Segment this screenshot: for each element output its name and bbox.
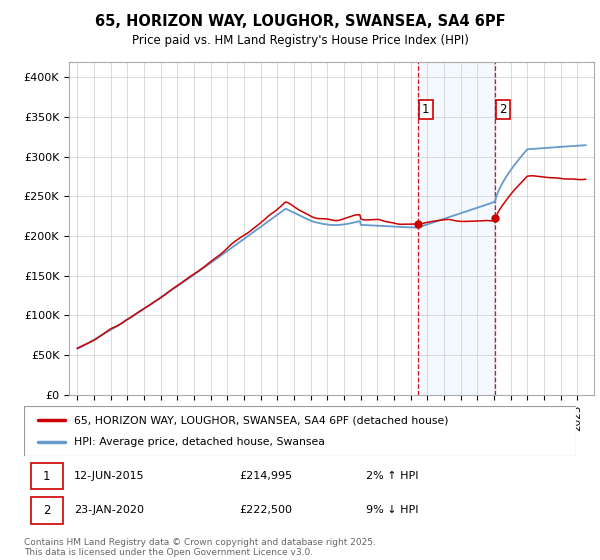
Text: 65, HORIZON WAY, LOUGHOR, SWANSEA, SA4 6PF (detached house): 65, HORIZON WAY, LOUGHOR, SWANSEA, SA4 6…	[74, 415, 448, 425]
Bar	[418, 62, 495, 395]
Text: £214,995: £214,995	[239, 471, 292, 481]
Text: 1: 1	[422, 103, 430, 116]
Bar	[31, 463, 62, 489]
Text: 23-JAN-2020: 23-JAN-2020	[74, 505, 143, 515]
Text: 65, HORIZON WAY, LOUGHOR, SWANSEA, SA4 6PF: 65, HORIZON WAY, LOUGHOR, SWANSEA, SA4 6…	[95, 14, 505, 29]
Text: 1: 1	[43, 469, 50, 483]
Text: 2: 2	[43, 504, 50, 517]
Text: 9% ↓ HPI: 9% ↓ HPI	[366, 505, 419, 515]
Text: 12-JUN-2015: 12-JUN-2015	[74, 471, 145, 481]
Text: HPI: Average price, detached house, Swansea: HPI: Average price, detached house, Swan…	[74, 437, 325, 447]
Text: £222,500: £222,500	[239, 505, 292, 515]
Text: 2% ↑ HPI: 2% ↑ HPI	[366, 471, 419, 481]
Text: Contains HM Land Registry data © Crown copyright and database right 2025.
This d: Contains HM Land Registry data © Crown c…	[24, 538, 376, 557]
Text: Price paid vs. HM Land Registry's House Price Index (HPI): Price paid vs. HM Land Registry's House …	[131, 34, 469, 46]
Text: 2: 2	[499, 103, 507, 116]
Bar	[31, 497, 62, 524]
